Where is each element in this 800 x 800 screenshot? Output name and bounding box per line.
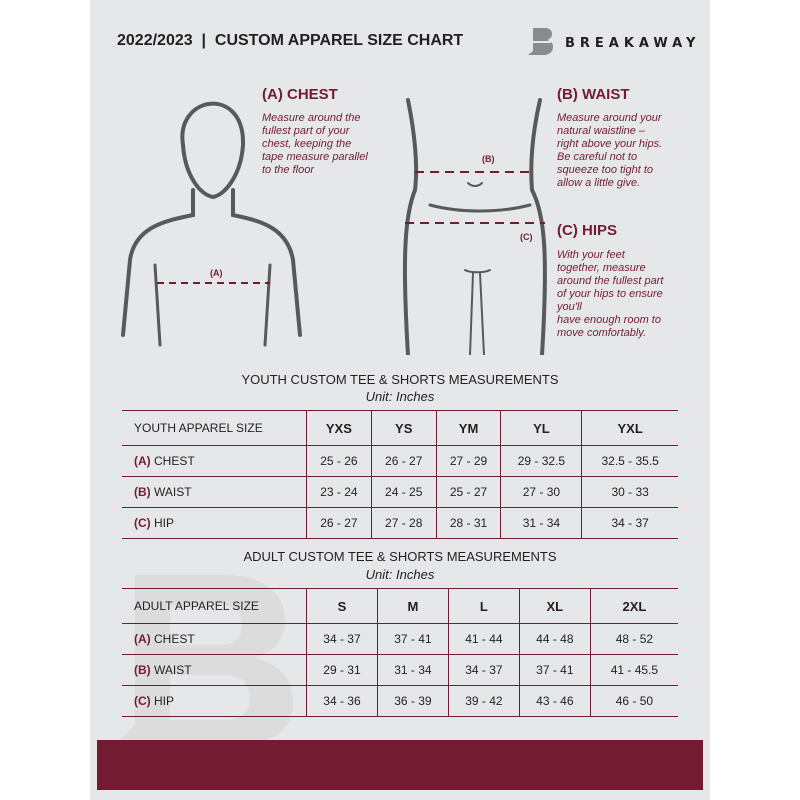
row-label: (C) HIP [122,685,307,717]
header-cell: YXL [581,410,678,446]
youth-unit: Unit: Inches [365,389,435,404]
hips-marker-label: (C) [520,232,533,242]
table-row: (B) WAIST 23 - 24 24 - 25 25 - 27 27 - 30 30 … [122,476,678,508]
header-cell: YXS [306,410,372,446]
measurement-cell: 25 - 26 [306,445,372,477]
header-cell: XL [518,588,591,624]
table-row: (A) CHEST 25 - 26 26 - 27 27 - 29 29 - 32.5 3… [122,445,678,477]
table-header-row: YOUTH APPAREL SIZE YXS YS YM YL YXL [122,410,678,446]
row-name: WAIST [154,485,192,499]
chest-description: Measure around the fullest part of your ch… [262,112,368,176]
youth-size-table: YOUTH APPAREL SIZE YXS YS YM YL YXL (A) CHEST 2… [122,410,678,539]
chest-heading: (A) CHEST [262,86,338,103]
table-row: (B) WAIST 29 - 31 31 - 34 34 - 37 37 - 41 41 … [122,654,678,686]
row-label: (A) CHEST [122,445,307,477]
header-cell: YOUTH APPAREL SIZE [122,410,307,446]
row-label: (B) WAIST [122,654,307,686]
measurement-cell: 25 - 27 [435,476,501,508]
hips-heading: (C) HIPS [557,222,617,239]
row-code: (A) [134,632,151,646]
measurement-cell: 34 - 36 [306,685,378,717]
measurement-cell: 28 - 31 [435,507,501,539]
measurement-cell: 29 - 32.5 [500,445,582,477]
measurement-cell: 32.5 - 35.5 [581,445,678,477]
header-cell: ADULT APPAREL SIZE [122,588,307,624]
row-name: HIP [154,694,175,708]
row-label: (C) HIP [122,507,307,539]
measurement-cell: 26 - 27 [370,445,437,477]
measurement-cell: 43 - 46 [518,685,591,717]
measurement-cell: 30 - 33 [581,476,678,508]
row-name: HIP [154,516,175,530]
row-name: WAIST [154,663,192,677]
measurement-cell: 27 - 28 [370,507,437,539]
header-cell: L [447,588,520,624]
header-cell: 2XL [589,588,678,624]
measurement-cell: 36 - 39 [376,685,449,717]
adult-size-table: ADULT APPAREL SIZE S M L XL 2XL (A) CHEST 34 - … [122,588,678,717]
youth-table-title: YOUTH CUSTOM TEE & SHORTS MEASUREMENTS [241,372,559,387]
header-cell: M [376,588,449,624]
table-row: (C) HIP 26 - 27 27 - 28 28 - 31 31 - 34 34 - … [122,507,678,539]
measurement-cell: 23 - 24 [306,476,372,508]
table-row: (A) CHEST 34 - 37 37 - 41 41 - 44 44 - 48 48 … [122,623,678,655]
row-code: (C) [134,694,151,708]
chest-marker-label: (A) [210,268,223,278]
breakaway-b-icon [527,28,553,55]
header-cell: YL [500,410,582,446]
waist-description: Measure around your natural waistline – ri… [557,112,663,189]
row-code: (A) [134,454,151,468]
page-title: 2022/2023 | CUSTOM APPAREL SIZE CHART [117,32,464,49]
measurement-cell: 44 - 48 [518,623,591,655]
measurement-cell: 41 - 45.5 [589,654,678,686]
measurement-cell: 48 - 52 [589,623,678,655]
table-row: (C) HIP 34 - 36 36 - 39 39 - 42 43 - 46 46 - … [122,685,678,717]
measurement-cell: 37 - 41 [376,623,449,655]
row-code: (B) [134,663,151,677]
measurement-cell: 37 - 41 [518,654,591,686]
row-name: CHEST [154,454,195,468]
measurement-cell: 34 - 37 [306,623,378,655]
measurement-cell: 34 - 37 [447,654,520,686]
brand-name: BREAKAWAY [565,35,701,51]
measurement-cell: 26 - 27 [306,507,372,539]
measurement-cell: 41 - 44 [447,623,520,655]
measurement-cell: 24 - 25 [370,476,437,508]
measurement-cell: 31 - 34 [376,654,449,686]
row-code: (C) [134,516,151,530]
waist-marker-label: (B) [482,154,495,164]
measurement-cell: 27 - 30 [500,476,582,508]
lower-body-illustration [402,98,547,355]
measurement-cell: 31 - 34 [500,507,582,539]
measurement-cell: 46 - 50 [589,685,678,717]
upper-body-illustration [121,101,302,347]
header-cell: S [306,588,378,624]
measurement-cell: 34 - 37 [581,507,678,539]
header-cell: YM [435,410,501,446]
row-label: (A) CHEST [122,623,307,655]
adult-table-title: ADULT CUSTOM TEE & SHORTS MEASUREMENTS [243,549,557,564]
measurement-cell: 39 - 42 [447,685,520,717]
adult-unit: Unit: Inches [365,567,435,582]
measurement-cell: 27 - 29 [435,445,501,477]
waist-heading: (B) WAIST [557,86,630,103]
hips-description: With your feet together, measure around th… [557,249,664,339]
measurement-cell: 29 - 31 [306,654,378,686]
row-label: (B) WAIST [122,476,307,508]
row-name: CHEST [154,632,195,646]
row-code: (B) [134,485,151,499]
footer-band [97,740,703,790]
table-header-row: ADULT APPAREL SIZE S M L XL 2XL [122,588,678,624]
brand-logo: BREAKAWAY [525,26,700,60]
header-cell: YS [370,410,437,446]
